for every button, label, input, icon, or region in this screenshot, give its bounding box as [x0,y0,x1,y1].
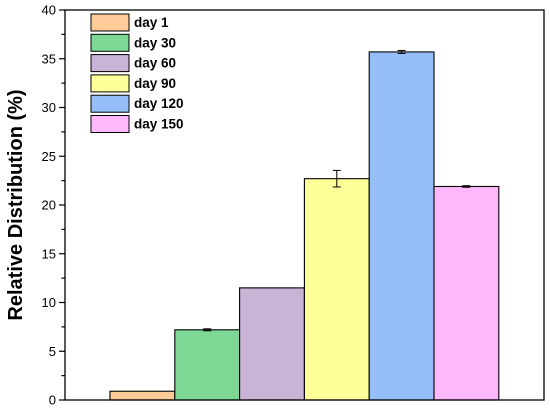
bar-day-120 [368,51,435,401]
legend-label: day 120 [134,96,184,111]
legend-swatch [90,54,130,73]
y-tick-label: 25 [42,149,56,164]
error-bars-group [203,49,471,332]
bar-day-30 [174,329,241,401]
y-tick-label: 30 [42,100,56,115]
legend-swatch [90,74,130,93]
error-bar-day-150 [462,185,471,188]
legend-label: day 60 [134,56,176,71]
y-tick-label: 10 [42,295,56,310]
y-tick-label: 20 [42,198,56,213]
y-tick-label: 15 [42,246,56,261]
legend-item-day-150: day 150 [90,115,184,133]
legend: day 1 day 30 day 60 day 90 day 120 day 150 [90,13,184,133]
legend-label: day 1 [134,15,169,30]
bar-day-60 [239,287,305,401]
y-tick-label: 40 [42,3,56,18]
legend-label: day 90 [134,76,176,91]
error-bar-day-90 [332,169,341,188]
bar-day-90 [303,178,370,401]
legend-item-day-60: day 60 [90,54,176,73]
y-axis-title: Relative Distribution (%) [5,89,27,320]
error-bar-day-120 [397,49,406,54]
y-tick-label: 0 [49,393,56,408]
legend-swatch [90,33,130,52]
legend-label: day 30 [134,35,176,50]
legend-label: day 150 [134,117,184,132]
legend-swatch [90,94,130,113]
bar-day-1 [109,390,176,401]
y-tick-label: 35 [42,51,56,66]
y-tick-label: 5 [49,344,56,359]
legend-swatch [90,115,130,133]
error-bar-day-30 [203,328,212,332]
legend-item-day-120: day 120 [90,94,184,113]
legend-swatch [90,13,130,32]
bar-day-150 [433,185,500,401]
legend-item-day-1: day 1 [90,13,169,32]
legend-item-day-90: day 90 [90,74,176,93]
axes-group: 0 5 10 15 20 25 30 35 40 [42,3,545,408]
legend-item-day-30: day 30 [90,33,176,52]
